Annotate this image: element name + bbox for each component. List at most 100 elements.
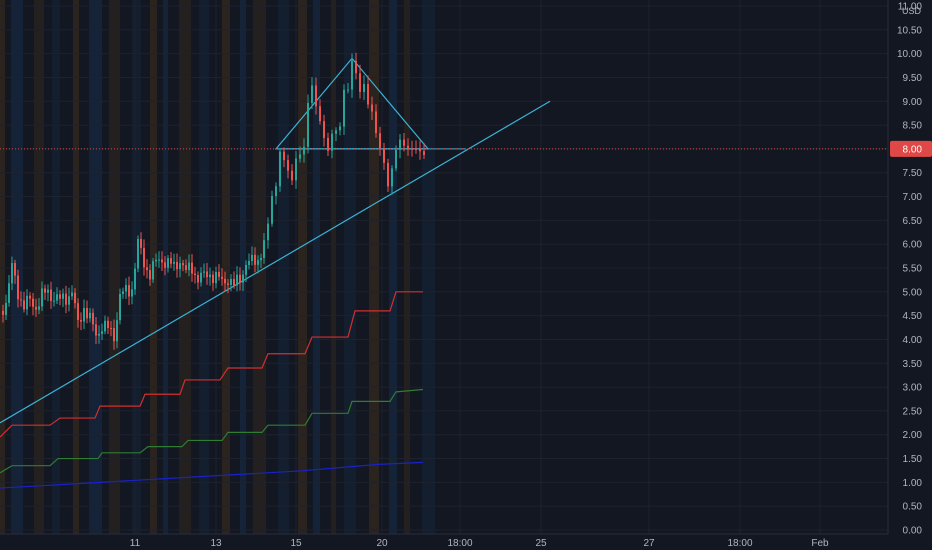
candle-body <box>347 89 349 91</box>
time-tick-label: 18:00 <box>727 538 752 549</box>
candle-body <box>98 333 100 336</box>
candle-body <box>387 162 389 187</box>
candle-body <box>89 312 91 319</box>
candle-body <box>128 285 130 297</box>
candle-body <box>95 324 97 336</box>
candle-body <box>56 294 58 301</box>
candle-body <box>125 285 127 292</box>
candle-body <box>419 149 421 152</box>
candle-body <box>307 103 309 147</box>
last-price-value: 8.00 <box>903 144 923 155</box>
price-axis[interactable]: 0.00 0.50 1.00 1.50 2.00 2.50 3.00 3.50 4.00 4.50… <box>887 0 932 550</box>
candle-body <box>218 271 220 277</box>
price-tick-label: 5.00 <box>903 287 923 298</box>
candle-body <box>343 89 345 127</box>
candle-body <box>71 292 73 297</box>
candle-body <box>295 158 297 181</box>
session-band <box>0 0 5 534</box>
candle-body <box>383 148 385 163</box>
candle-body <box>311 85 313 104</box>
candle-body <box>38 306 40 310</box>
candle-body <box>230 279 232 285</box>
candle-body <box>257 260 259 265</box>
candle-body <box>200 272 202 283</box>
price-tick-label: 1.00 <box>903 478 923 489</box>
candle-body <box>415 148 417 150</box>
candle-body <box>379 133 381 149</box>
candle-body <box>323 121 325 138</box>
session-band <box>34 0 44 534</box>
price-tick-label: 1.50 <box>903 454 923 465</box>
candle-body <box>74 292 76 304</box>
candle-body <box>167 258 169 268</box>
grid-lines <box>0 0 888 534</box>
candle-body <box>212 274 214 284</box>
candle-body <box>367 84 369 105</box>
time-tick-label: 25 <box>535 538 547 549</box>
candle-body <box>260 258 262 261</box>
time-tick-label: 13 <box>210 538 222 549</box>
price-tick-label: 4.50 <box>903 311 923 322</box>
price-tick-label: 4.00 <box>903 335 923 346</box>
price-tick-label: 0.50 <box>903 502 923 513</box>
step-line-red <box>0 291 423 438</box>
candle-body <box>14 263 16 276</box>
candle-body <box>77 303 79 320</box>
candle-body <box>26 295 28 310</box>
step-line-green <box>0 388 424 474</box>
time-tick-label: 27 <box>643 538 655 549</box>
time-tick-label: 15 <box>290 538 302 549</box>
session-band <box>404 0 410 534</box>
session-band <box>89 0 102 534</box>
time-tick-label: 11 <box>130 538 141 549</box>
candle-body <box>11 263 13 284</box>
candle-body <box>83 308 85 322</box>
candle-body <box>299 154 301 159</box>
candle-body <box>267 223 269 241</box>
candle-body <box>176 261 178 270</box>
candle-body <box>92 312 94 325</box>
time-axis[interactable]: 11 13 15 20 18:00 25 27 18:00 Feb <box>0 533 888 549</box>
price-tick-label: 2.50 <box>903 406 923 417</box>
candle-body <box>62 293 64 299</box>
price-tick-label: 8.50 <box>903 121 923 132</box>
drawing-tools[interactable] <box>0 57 551 424</box>
session-band <box>313 0 320 534</box>
session-band <box>240 0 246 534</box>
candle-body <box>335 130 337 134</box>
candle-body <box>251 254 253 261</box>
candle-body <box>233 279 235 286</box>
candle-body <box>239 274 241 283</box>
price-tick-label: 3.00 <box>903 383 923 394</box>
session-band <box>331 0 336 534</box>
candle-body <box>355 60 357 74</box>
price-tick-label: 11.00 <box>898 2 923 13</box>
candle-body <box>351 60 353 90</box>
candle-body <box>5 302 7 315</box>
session-band <box>422 0 435 534</box>
price-axis-bg <box>888 0 932 550</box>
time-tick-label: Feb <box>811 538 829 549</box>
candle-body <box>375 111 377 134</box>
candle-body <box>44 288 46 293</box>
candle-body <box>131 289 133 297</box>
candle-body <box>137 238 139 269</box>
candle-body <box>155 259 157 262</box>
candle-body <box>209 274 211 278</box>
candle-body <box>194 273 196 276</box>
candle-body <box>80 319 82 322</box>
candle-body <box>363 84 365 92</box>
candle-body <box>47 289 49 293</box>
candle-body <box>59 294 61 299</box>
candle-body <box>68 296 70 305</box>
candle-body <box>227 283 229 285</box>
time-tick-label: 20 <box>376 538 388 549</box>
session-band <box>389 0 397 534</box>
candle-body <box>116 320 118 342</box>
candle-body <box>319 106 321 122</box>
candle-body <box>23 300 25 310</box>
last-price-tag: 8.00 <box>890 140 932 157</box>
candle-body <box>245 264 247 275</box>
candle-body <box>50 289 52 301</box>
